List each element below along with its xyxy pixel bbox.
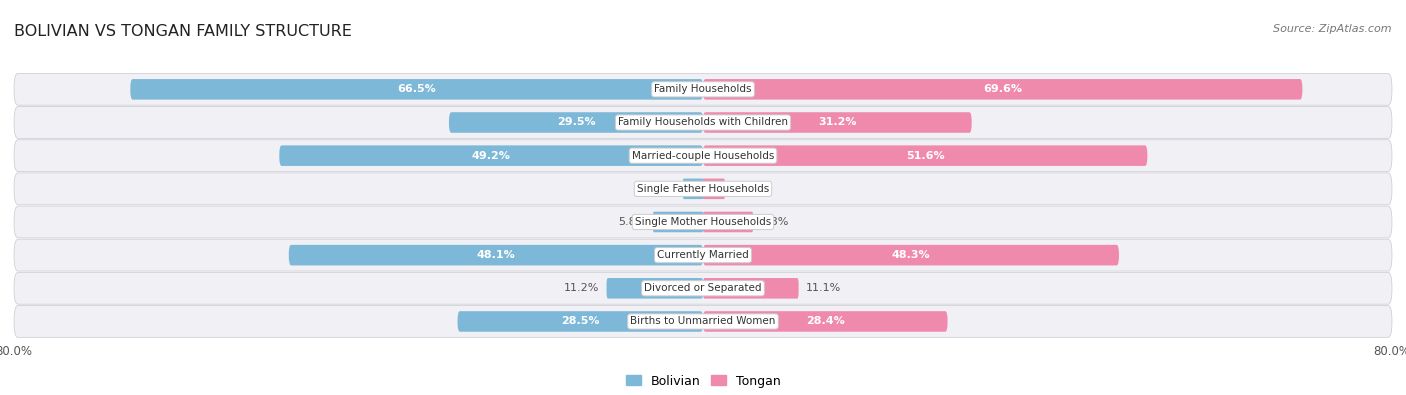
- Text: 51.6%: 51.6%: [905, 150, 945, 161]
- Text: Family Households: Family Households: [654, 85, 752, 94]
- Text: 69.6%: 69.6%: [983, 85, 1022, 94]
- FancyBboxPatch shape: [14, 107, 1392, 138]
- FancyBboxPatch shape: [288, 245, 703, 265]
- FancyBboxPatch shape: [14, 306, 1392, 337]
- FancyBboxPatch shape: [14, 73, 1392, 105]
- Text: 48.3%: 48.3%: [891, 250, 931, 260]
- Text: 2.5%: 2.5%: [731, 184, 759, 194]
- FancyBboxPatch shape: [14, 206, 1392, 238]
- Text: 29.5%: 29.5%: [557, 117, 595, 128]
- Text: 28.4%: 28.4%: [806, 316, 845, 326]
- Text: Single Father Households: Single Father Households: [637, 184, 769, 194]
- Text: Births to Unmarried Women: Births to Unmarried Women: [630, 316, 776, 326]
- FancyBboxPatch shape: [683, 179, 703, 199]
- Text: 11.2%: 11.2%: [564, 283, 599, 293]
- Text: 5.8%: 5.8%: [617, 217, 647, 227]
- Text: 48.1%: 48.1%: [477, 250, 515, 260]
- Text: Divorced or Separated: Divorced or Separated: [644, 283, 762, 293]
- Text: Currently Married: Currently Married: [657, 250, 749, 260]
- Text: Married-couple Households: Married-couple Households: [631, 150, 775, 161]
- Text: 31.2%: 31.2%: [818, 117, 856, 128]
- FancyBboxPatch shape: [449, 112, 703, 133]
- Text: Source: ZipAtlas.com: Source: ZipAtlas.com: [1274, 24, 1392, 34]
- Text: Family Households with Children: Family Households with Children: [619, 117, 787, 128]
- FancyBboxPatch shape: [14, 239, 1392, 271]
- Text: 11.1%: 11.1%: [806, 283, 841, 293]
- Legend: Bolivian, Tongan: Bolivian, Tongan: [621, 370, 785, 393]
- Text: Single Mother Households: Single Mother Households: [636, 217, 770, 227]
- FancyBboxPatch shape: [457, 311, 703, 332]
- FancyBboxPatch shape: [703, 179, 724, 199]
- FancyBboxPatch shape: [703, 245, 1119, 265]
- FancyBboxPatch shape: [703, 145, 1147, 166]
- FancyBboxPatch shape: [606, 278, 703, 299]
- Text: 66.5%: 66.5%: [398, 85, 436, 94]
- FancyBboxPatch shape: [131, 79, 703, 100]
- Text: 5.8%: 5.8%: [759, 217, 789, 227]
- FancyBboxPatch shape: [703, 112, 972, 133]
- FancyBboxPatch shape: [280, 145, 703, 166]
- FancyBboxPatch shape: [14, 273, 1392, 304]
- FancyBboxPatch shape: [703, 212, 754, 232]
- FancyBboxPatch shape: [14, 173, 1392, 205]
- Text: BOLIVIAN VS TONGAN FAMILY STRUCTURE: BOLIVIAN VS TONGAN FAMILY STRUCTURE: [14, 24, 352, 39]
- FancyBboxPatch shape: [14, 140, 1392, 171]
- Text: 2.3%: 2.3%: [648, 184, 676, 194]
- Text: 28.5%: 28.5%: [561, 316, 599, 326]
- Text: 49.2%: 49.2%: [472, 150, 510, 161]
- FancyBboxPatch shape: [703, 79, 1302, 100]
- FancyBboxPatch shape: [703, 311, 948, 332]
- FancyBboxPatch shape: [703, 278, 799, 299]
- FancyBboxPatch shape: [652, 212, 703, 232]
